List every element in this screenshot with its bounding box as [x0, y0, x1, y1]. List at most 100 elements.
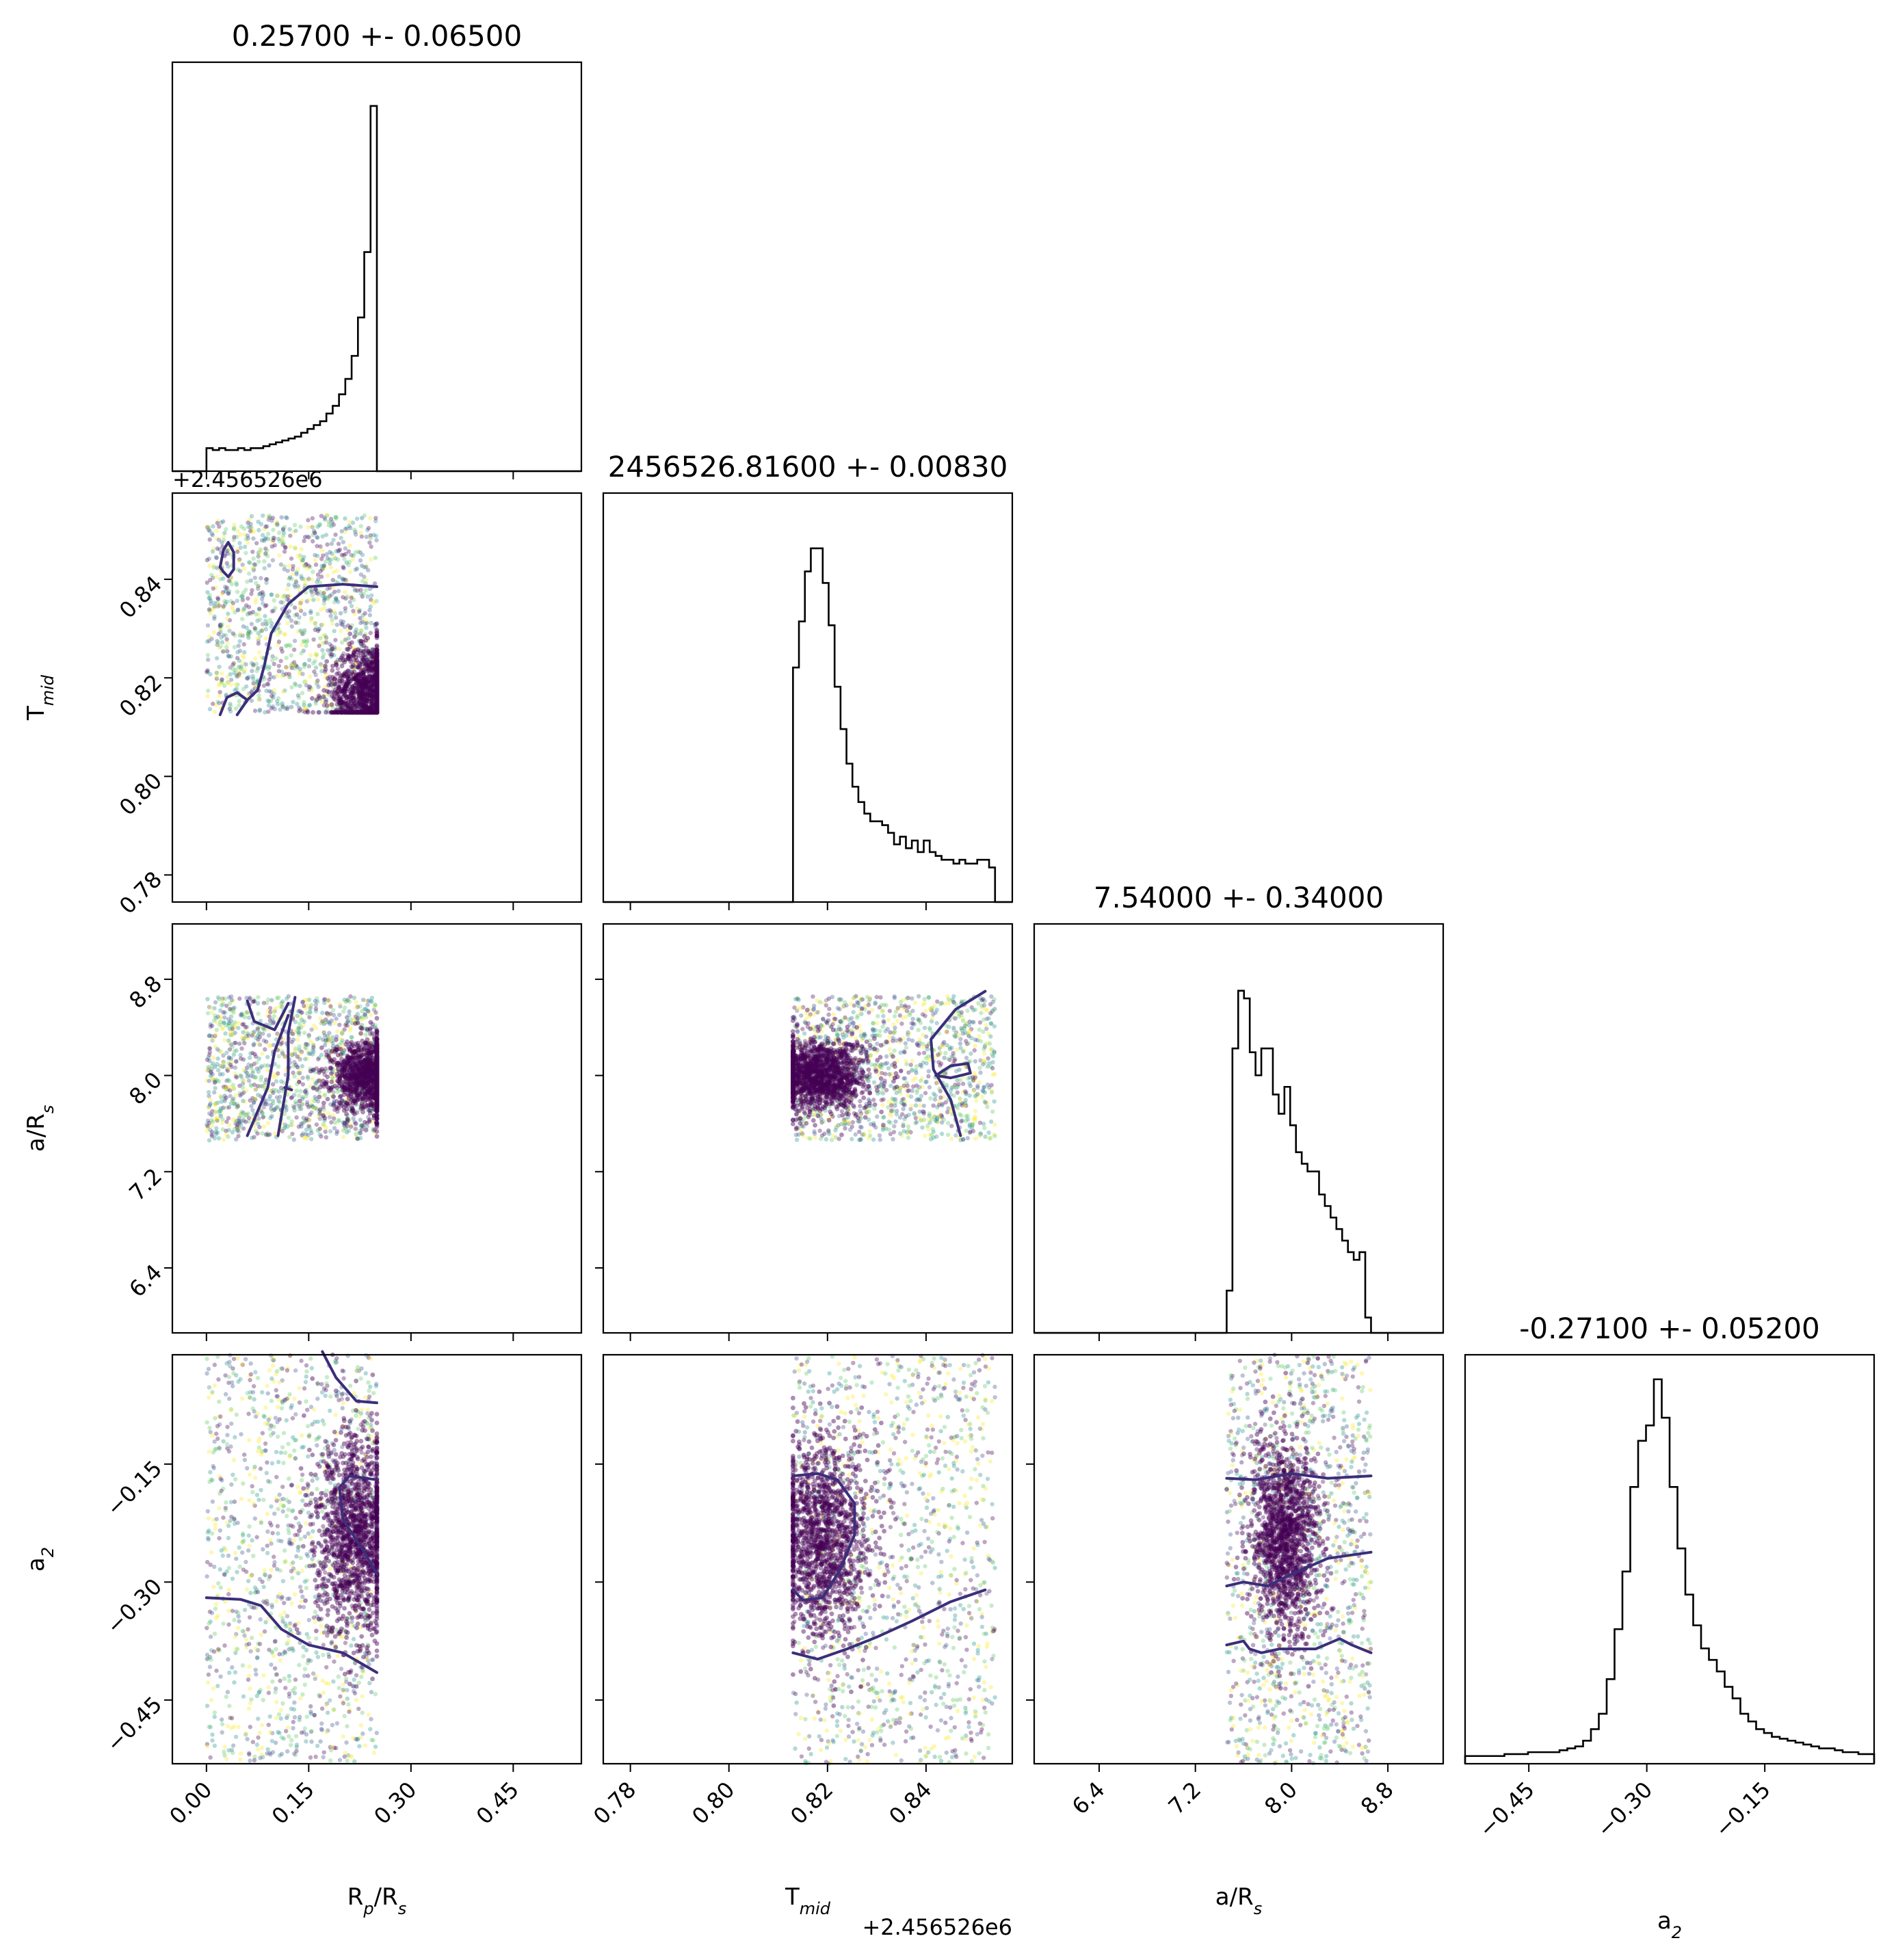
- scatter-point: [309, 1027, 314, 1032]
- scatter-point: [319, 664, 324, 669]
- scatter-point: [207, 639, 211, 644]
- scatter-point: [284, 665, 289, 670]
- scatter-point: [261, 1124, 267, 1129]
- scatter-point: [354, 1131, 358, 1137]
- scatter-point: [263, 577, 269, 582]
- scatter-point: [299, 559, 304, 564]
- scatter-point: [369, 557, 373, 562]
- scatter-point: [263, 551, 268, 556]
- scatter-point: [297, 1098, 302, 1104]
- scatter-point: [326, 710, 331, 715]
- scatter-point: [293, 620, 298, 625]
- scatter-point: [352, 1021, 358, 1027]
- scatter-point: [324, 659, 330, 664]
- scatter-point: [256, 650, 262, 655]
- scatter-point: [228, 708, 233, 714]
- scatter-point: [252, 1042, 256, 1046]
- scatter-point: [214, 1126, 219, 1131]
- scatter-point: [315, 1099, 321, 1104]
- scatter-point: [263, 546, 268, 551]
- scatter-point: [233, 682, 238, 687]
- scatter-point: [289, 1119, 294, 1124]
- scatter-point: [362, 513, 367, 518]
- scatter-point: [324, 1039, 328, 1044]
- scatter-point: [302, 639, 307, 644]
- scatter-point: [373, 687, 379, 692]
- scatter-point: [311, 529, 317, 533]
- scatter-point: [265, 536, 271, 542]
- scatter-point: [205, 639, 210, 644]
- scatter-point: [311, 1023, 317, 1028]
- scatter-point: [313, 587, 318, 592]
- scatter-point: [276, 669, 281, 674]
- scatter-point: [362, 618, 367, 622]
- scatter-point: [243, 537, 249, 542]
- scatter-point: [329, 654, 334, 659]
- scatter-point: [263, 636, 268, 641]
- scatter-point: [329, 710, 334, 715]
- scatter-point: [217, 700, 222, 706]
- scatter-point: [246, 631, 250, 636]
- scatter-point: [243, 1034, 248, 1039]
- scatter-point: [245, 533, 250, 538]
- scatter-point: [235, 650, 240, 655]
- scatter-point: [308, 618, 313, 623]
- scatter-point: [335, 1029, 340, 1034]
- scatter-point: [351, 667, 356, 672]
- scatter-point: [208, 672, 213, 677]
- scatter-point: [330, 705, 335, 710]
- scatter-point: [319, 700, 325, 705]
- scatter-point: [323, 699, 328, 704]
- scatter-point: [298, 524, 303, 529]
- scatter-point: [303, 1045, 308, 1050]
- scatter-point: [322, 517, 328, 522]
- scatter-point: [343, 596, 348, 601]
- scatter-point: [328, 550, 332, 555]
- scatter-point: [322, 1092, 328, 1098]
- scatter-point: [311, 525, 315, 529]
- scatter-point: [300, 630, 304, 635]
- scatter-point: [241, 670, 247, 674]
- scatter-point: [316, 592, 321, 596]
- scatter-point: [367, 586, 373, 592]
- scatter-point: [306, 687, 312, 692]
- scatter-point: [303, 706, 308, 711]
- scatter-point: [313, 665, 319, 670]
- scatter-point: [220, 540, 224, 545]
- scatter-point: [322, 606, 327, 611]
- scatter-point: [367, 540, 372, 545]
- scatter-point: [224, 561, 229, 566]
- scatter-point: [365, 568, 371, 572]
- scatter-point: [225, 674, 231, 679]
- scatter-point: [239, 594, 245, 598]
- scatter-point: [354, 674, 359, 679]
- scatter-point: [284, 665, 289, 670]
- scatter-point: [339, 710, 345, 715]
- scatter-point: [224, 1120, 229, 1124]
- scatter-point: [246, 1115, 252, 1120]
- scatter-point: [240, 617, 245, 622]
- scatter-point: [280, 594, 285, 599]
- scatter-point: [237, 1041, 242, 1046]
- scatter-point: [308, 685, 314, 691]
- scatter-point: [292, 583, 297, 587]
- scatter-point: [280, 689, 286, 694]
- scatter-point: [298, 1089, 303, 1094]
- scatter-point: [285, 621, 290, 626]
- scatter-point: [208, 1101, 213, 1106]
- scatter-point: [220, 1127, 225, 1132]
- scatter-point: [316, 685, 321, 689]
- scatter-point: [304, 683, 309, 688]
- scatter-point: [287, 527, 292, 532]
- scatter-point: [358, 703, 363, 708]
- scatter-point: [207, 525, 211, 530]
- scatter-point: [325, 587, 330, 592]
- scatter-point: [358, 592, 364, 596]
- scatter-point: [301, 639, 306, 644]
- scatter-point: [352, 691, 357, 696]
- scatter-point: [208, 1069, 213, 1074]
- scatter-point: [329, 557, 334, 562]
- scatter-point: [245, 579, 250, 584]
- scatter-point: [209, 531, 215, 536]
- scatter-point: [302, 679, 307, 685]
